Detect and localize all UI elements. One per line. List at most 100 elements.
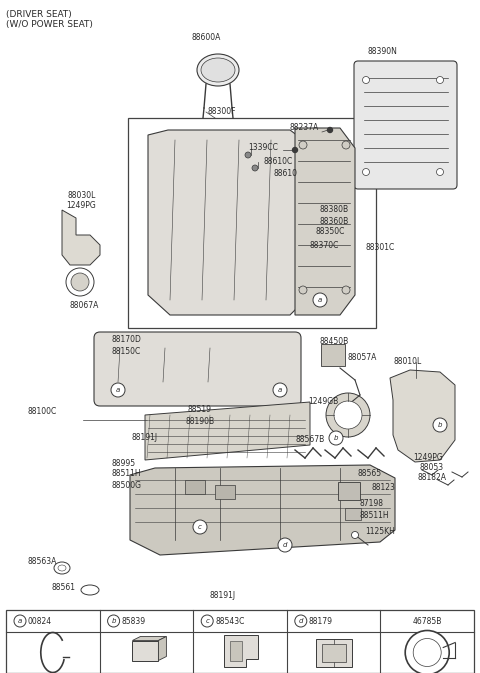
Text: 1249GB: 1249GB xyxy=(308,398,338,406)
Circle shape xyxy=(436,77,444,83)
Text: 88567B: 88567B xyxy=(295,435,324,444)
Circle shape xyxy=(299,286,307,294)
Text: b: b xyxy=(438,422,442,428)
Circle shape xyxy=(313,293,327,307)
FancyBboxPatch shape xyxy=(321,344,345,366)
Text: a: a xyxy=(278,387,282,393)
Text: 88123: 88123 xyxy=(372,483,396,493)
Text: 88610: 88610 xyxy=(273,168,297,178)
Text: 88301C: 88301C xyxy=(365,244,394,252)
Bar xyxy=(322,643,346,662)
Bar xyxy=(215,485,235,499)
Circle shape xyxy=(342,286,350,294)
Ellipse shape xyxy=(54,562,70,574)
Text: 88150C: 88150C xyxy=(112,347,141,355)
Text: 88010L: 88010L xyxy=(394,357,422,367)
Circle shape xyxy=(278,538,292,552)
Circle shape xyxy=(66,268,94,296)
Text: 88350C: 88350C xyxy=(316,227,346,236)
Bar xyxy=(132,641,158,660)
Text: 88610C: 88610C xyxy=(263,157,292,166)
Text: 88100C: 88100C xyxy=(28,407,57,417)
Text: 88360B: 88360B xyxy=(320,217,349,225)
Text: a: a xyxy=(318,297,322,303)
Text: c: c xyxy=(198,524,202,530)
Text: 88191J: 88191J xyxy=(132,433,158,443)
Circle shape xyxy=(362,168,370,176)
Text: 88380B: 88380B xyxy=(320,205,349,215)
Circle shape xyxy=(327,127,333,133)
FancyBboxPatch shape xyxy=(94,332,301,406)
Text: b: b xyxy=(111,618,116,624)
Text: d: d xyxy=(299,618,303,624)
Bar xyxy=(345,508,361,520)
Polygon shape xyxy=(390,370,455,462)
Text: 88370C: 88370C xyxy=(310,240,339,250)
Circle shape xyxy=(405,631,449,673)
Bar xyxy=(316,639,351,666)
Text: d: d xyxy=(283,542,287,548)
Bar xyxy=(230,641,242,660)
Text: 88563A: 88563A xyxy=(28,557,58,567)
Circle shape xyxy=(245,152,251,158)
Text: 1249PG: 1249PG xyxy=(413,454,443,462)
Text: 1339CC: 1339CC xyxy=(248,143,278,153)
Text: 88067A: 88067A xyxy=(70,301,99,310)
Ellipse shape xyxy=(201,58,235,82)
Text: 88030L: 88030L xyxy=(68,190,96,199)
Text: 88511H: 88511H xyxy=(360,511,390,520)
Text: 88995: 88995 xyxy=(112,458,136,468)
Circle shape xyxy=(108,615,120,627)
Circle shape xyxy=(433,418,447,432)
Text: 88390N: 88390N xyxy=(368,48,398,57)
Text: 88237A: 88237A xyxy=(290,124,319,133)
Text: (W/O POWER SEAT): (W/O POWER SEAT) xyxy=(6,20,93,28)
Polygon shape xyxy=(224,635,258,666)
Text: 88450B: 88450B xyxy=(320,337,349,347)
Text: 88600A: 88600A xyxy=(192,34,221,42)
Ellipse shape xyxy=(197,54,239,86)
FancyBboxPatch shape xyxy=(354,61,457,189)
Text: b: b xyxy=(334,435,338,441)
Circle shape xyxy=(111,383,125,397)
Polygon shape xyxy=(62,210,100,265)
Circle shape xyxy=(71,273,89,291)
Polygon shape xyxy=(145,402,310,460)
Text: 88511H: 88511H xyxy=(112,470,142,479)
Text: 88179: 88179 xyxy=(309,616,333,625)
Text: 88500G: 88500G xyxy=(112,481,142,489)
Circle shape xyxy=(334,401,362,429)
Circle shape xyxy=(436,168,444,176)
Bar xyxy=(338,482,360,500)
Text: 1125KH: 1125KH xyxy=(365,528,395,536)
Text: 1249PG: 1249PG xyxy=(66,201,96,209)
Text: 88057A: 88057A xyxy=(348,353,377,363)
Circle shape xyxy=(252,165,258,171)
Circle shape xyxy=(292,147,298,153)
Circle shape xyxy=(201,615,213,627)
Circle shape xyxy=(273,383,287,397)
Bar xyxy=(6,610,474,673)
Text: 88053: 88053 xyxy=(420,464,444,472)
Text: c: c xyxy=(205,618,209,624)
Circle shape xyxy=(295,615,307,627)
Text: 88170D: 88170D xyxy=(112,336,142,345)
Text: 88543C: 88543C xyxy=(215,616,245,625)
Circle shape xyxy=(326,393,370,437)
Text: 88190B: 88190B xyxy=(185,417,214,425)
Text: a: a xyxy=(116,387,120,393)
Polygon shape xyxy=(295,128,355,315)
Polygon shape xyxy=(130,465,395,555)
Text: 88191J: 88191J xyxy=(210,592,236,600)
Bar xyxy=(128,118,376,328)
Circle shape xyxy=(413,639,441,666)
Circle shape xyxy=(351,532,359,538)
Text: 88519: 88519 xyxy=(188,406,212,415)
Text: 85839: 85839 xyxy=(121,616,146,625)
Polygon shape xyxy=(158,637,167,660)
Text: 88565: 88565 xyxy=(358,470,382,479)
Circle shape xyxy=(14,615,26,627)
Circle shape xyxy=(329,431,343,445)
Text: 88561: 88561 xyxy=(52,583,76,592)
Text: 88300F: 88300F xyxy=(208,108,237,116)
